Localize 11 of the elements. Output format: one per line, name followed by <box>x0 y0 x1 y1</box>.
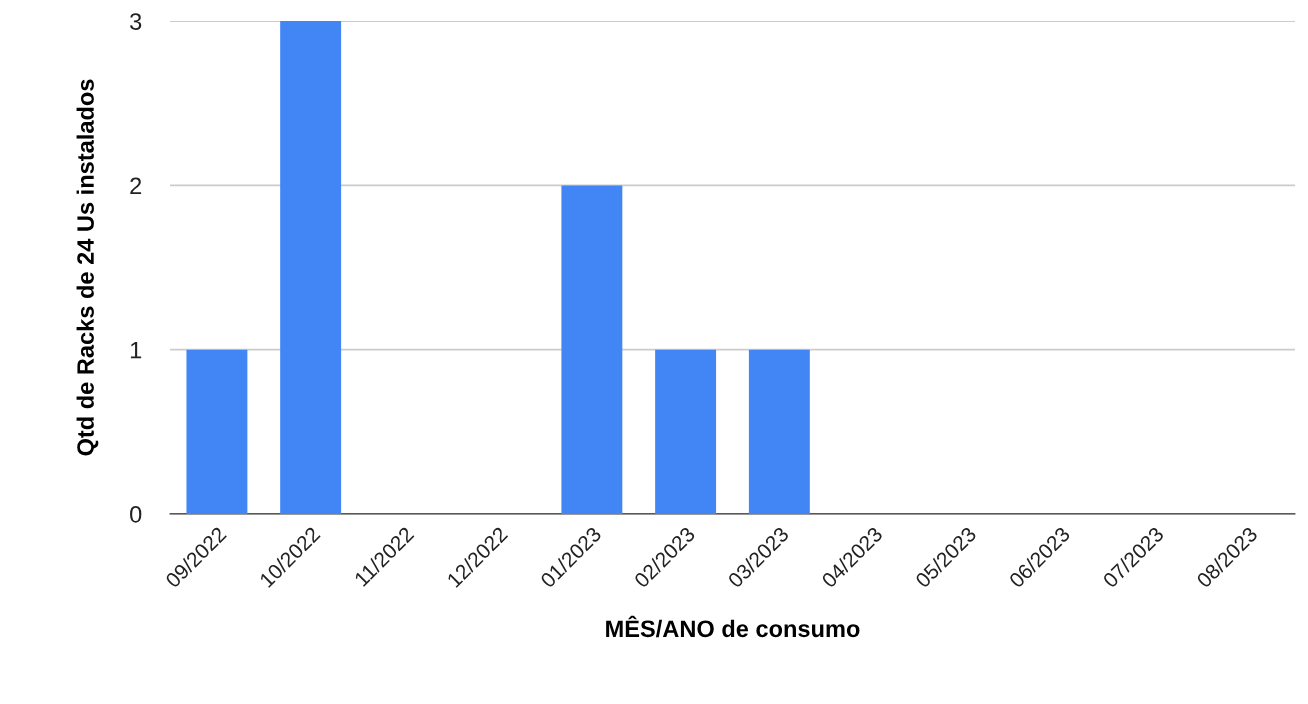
bar <box>280 21 342 514</box>
y-tick-label: 1 <box>130 341 142 359</box>
y-tick-label: 2 <box>130 177 142 194</box>
bar <box>186 349 248 514</box>
y-tick-label: 0 <box>130 505 142 523</box>
bar <box>748 349 810 514</box>
bar <box>655 349 717 514</box>
y-tick-label: 3 <box>130 13 142 30</box>
y-axis-title: Qtd de Racks de 24 Us instalados <box>76 79 99 456</box>
x-axis-title: MÊS/ANO de consumo <box>606 615 860 638</box>
bar <box>561 185 623 514</box>
